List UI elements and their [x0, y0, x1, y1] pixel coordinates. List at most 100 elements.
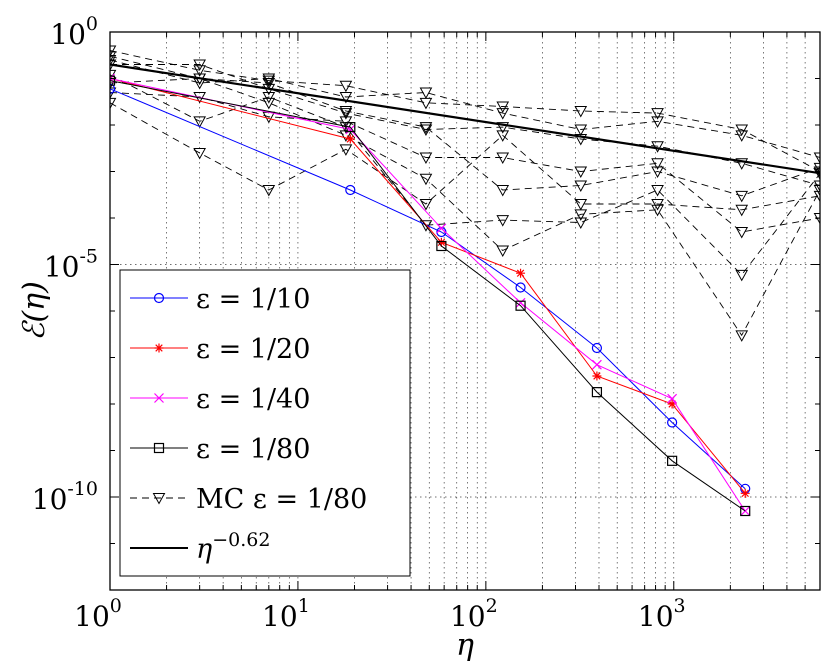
data-point	[345, 134, 355, 144]
data-point	[574, 180, 588, 193]
data-point	[651, 116, 664, 128]
data-point	[419, 152, 433, 165]
data-point	[735, 204, 749, 217]
data-point	[345, 184, 356, 196]
data-point	[262, 97, 276, 110]
legend-box	[119, 269, 411, 577]
data-point	[419, 87, 433, 100]
data-point	[339, 80, 353, 93]
data-point	[735, 330, 749, 342]
data-point	[496, 185, 510, 197]
data-point	[740, 505, 751, 517]
legend: ε = 1/10 ε = 1/20 ε = 1/40 ε = 1/80 MC ε = 1…	[119, 269, 411, 577]
data-point	[110, 83, 116, 94]
legend-item: ε = 1/10	[130, 284, 310, 315]
series-0	[110, 83, 751, 494]
data-point	[496, 108, 510, 120]
legend-item: ε = 1/80	[130, 434, 310, 465]
data-point	[651, 185, 664, 197]
data-point	[339, 144, 353, 156]
data-point	[339, 108, 353, 120]
data-point	[591, 342, 603, 354]
data-point	[496, 152, 510, 165]
data-point	[436, 240, 447, 252]
series-line	[110, 63, 820, 175]
y-tick-label: 100	[50, 13, 98, 51]
legend-marker	[154, 343, 164, 353]
x-tick-label: 100	[74, 595, 122, 633]
data-point	[574, 106, 588, 118]
legend-label: ε = 1/40	[196, 384, 310, 415]
data-point	[735, 130, 749, 142]
data-point	[574, 199, 588, 211]
legend-label: ε = 1/80	[196, 434, 310, 465]
legend-marker	[152, 493, 166, 505]
data-point	[515, 297, 526, 308]
data-point	[496, 130, 510, 142]
series-2	[110, 73, 751, 516]
data-point	[591, 387, 603, 398]
data-point	[496, 215, 510, 227]
data-point	[574, 133, 588, 146]
data-point	[740, 506, 751, 516]
legend-label: ε = 1/20	[196, 334, 310, 365]
series-1	[110, 74, 750, 498]
data-point	[574, 217, 588, 230]
axes: 100 101 102 103 100 10-5 10-10 η ℰ(η)	[17, 13, 820, 663]
data-point	[193, 147, 207, 160]
data-point	[516, 268, 526, 278]
legend-marker	[153, 442, 165, 454]
series-3	[110, 75, 751, 517]
data-point	[651, 158, 664, 170]
legend-label: η−0.62	[196, 529, 270, 565]
legend-item: ε = 1/40	[130, 384, 310, 415]
data-point	[339, 106, 353, 118]
data-point	[419, 173, 433, 186]
data-point	[262, 185, 276, 197]
data-point	[813, 162, 820, 175]
data-point	[591, 359, 602, 370]
data-point	[262, 92, 276, 104]
data-point	[193, 65, 207, 77]
data-point	[515, 300, 526, 311]
mc-run-line	[110, 59, 820, 158]
data-point	[110, 75, 116, 86]
legend-item: ε = 1/20	[130, 334, 310, 365]
mc-run-line	[110, 74, 820, 276]
data-point	[813, 152, 820, 165]
legend-marker	[153, 292, 165, 304]
x-tick-label: 101	[262, 595, 310, 633]
data-point	[262, 75, 276, 88]
data-point	[735, 269, 749, 282]
data-point	[592, 371, 602, 381]
data-point	[651, 166, 664, 179]
data-point	[667, 455, 678, 466]
data-point	[574, 166, 588, 179]
legend-marker	[154, 393, 164, 403]
mc-run-line	[110, 92, 820, 233]
data-point	[345, 122, 356, 133]
data-point	[419, 199, 433, 211]
data-point	[813, 168, 820, 181]
series-5	[110, 63, 820, 175]
data-point	[651, 108, 664, 120]
series-line	[110, 80, 746, 512]
data-point	[436, 223, 447, 234]
data-point	[667, 399, 677, 409]
y-axis-label: ℰ(η)	[17, 281, 52, 341]
data-point	[339, 116, 353, 128]
legend-item: MC ε = 1/80	[130, 484, 367, 515]
data-point	[419, 124, 433, 137]
legend-item: η−0.62	[130, 529, 270, 565]
mc-run-line	[110, 78, 820, 197]
data-point	[651, 204, 664, 217]
data-point	[496, 245, 510, 258]
data-point	[667, 417, 678, 428]
data-point	[735, 226, 749, 239]
data-point	[110, 51, 117, 63]
data-point	[436, 237, 446, 247]
data-point	[740, 488, 750, 498]
data-point	[651, 199, 664, 211]
mc-run-line	[110, 50, 820, 172]
